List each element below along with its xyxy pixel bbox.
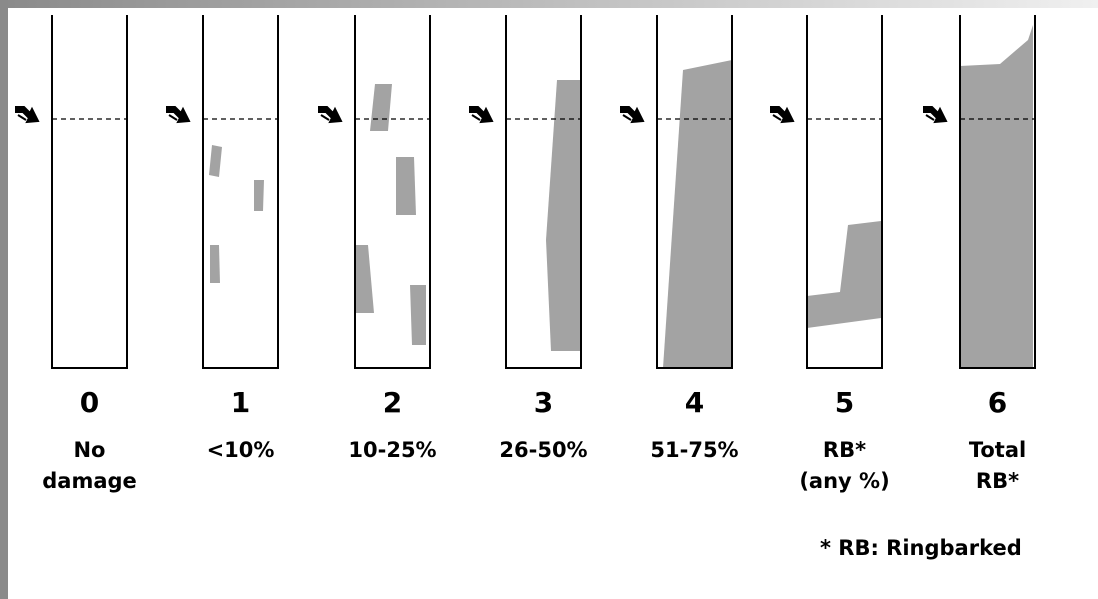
damage-shapes [209,25,1033,368]
score: 3 [534,386,553,419]
damage-patch [663,60,732,368]
score-label: <10% [207,438,275,462]
tube [203,15,278,368]
score-label: No [73,438,105,462]
score-label: RB* [823,438,866,462]
score: 4 [685,386,704,419]
score-label: damage [42,469,137,493]
diagram: * RB: Ringbarked 0 No damage 1 <10% 2 10-25% 3 2… [0,0,1098,599]
damage-patch [254,180,264,211]
arrow-icon [771,107,793,122]
damage-patch [410,285,426,345]
damage-patch [807,221,881,328]
arrow-icon [924,107,946,122]
arrow-icon [319,107,341,122]
score: 6 [988,386,1007,419]
score-label: (any %) [799,469,889,493]
damage-patch [960,25,1033,368]
damage-patch [370,84,392,131]
arrow-icon [16,107,38,122]
damage-patch [210,245,220,283]
tube [52,15,127,368]
score: 1 [231,386,250,419]
top-border [0,0,1098,8]
arrow-icon [167,107,189,122]
arrow-icon [621,107,643,122]
damage-patch [356,245,374,313]
score-label: 51-75% [650,438,738,462]
score-label: 26-50% [499,438,587,462]
score-label: 10-25% [348,438,436,462]
score-label: RB* [976,469,1019,493]
score: 0 [80,386,99,419]
damage-patch [546,80,581,351]
score-label: Total [969,438,1026,462]
left-border [0,0,8,599]
damage-patch [209,145,222,177]
footnote: * RB: Ringbarked [820,536,1022,560]
score: 2 [383,386,402,419]
score: 5 [835,386,854,419]
arrow-icon [470,107,492,122]
damage-patch [396,157,416,215]
